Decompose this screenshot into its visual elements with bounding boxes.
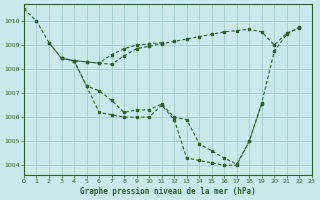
X-axis label: Graphe pression niveau de la mer (hPa): Graphe pression niveau de la mer (hPa) [80,187,256,196]
